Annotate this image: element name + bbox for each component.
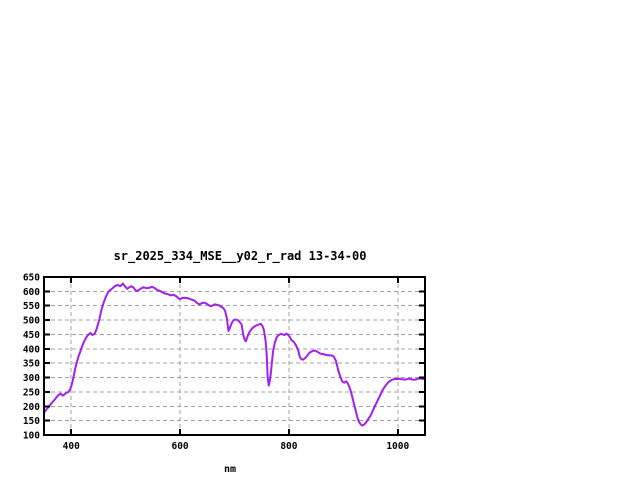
x-tick-label: 600 — [171, 441, 188, 452]
y-tick-label: 200 — [23, 402, 40, 413]
y-tick-label: 400 — [23, 344, 40, 355]
y-tick-label: 450 — [23, 330, 40, 341]
y-tick-label: 350 — [23, 359, 40, 370]
x-tick-label: 400 — [63, 441, 80, 452]
y-tick-label: 650 — [23, 273, 40, 284]
x-axis-label: nm — [224, 464, 236, 475]
y-tick-label: 250 — [23, 387, 40, 398]
x-tick-label: 800 — [280, 441, 297, 452]
y-tick-label: 600 — [23, 287, 40, 298]
y-tick-label: 500 — [23, 316, 40, 327]
radiance-curve — [43, 282, 426, 427]
y-tick-label: 100 — [23, 431, 40, 442]
y-tick-label: 550 — [23, 301, 40, 312]
x-tick-label: 1000 — [386, 441, 409, 452]
axis-ticks-and-labels: 100 150 200 250 300 350 400 450 500 550 600 650 400 6… — [23, 273, 425, 452]
grid-lines — [44, 277, 425, 435]
chart-title: sr_2025_334_MSE__y02_r_rad 13-34-00 — [114, 249, 367, 264]
y-tick-label: 150 — [23, 416, 40, 427]
y-tick-label: 300 — [23, 373, 40, 384]
spectral-curve — [43, 282, 426, 427]
plot-border — [43, 276, 426, 436]
